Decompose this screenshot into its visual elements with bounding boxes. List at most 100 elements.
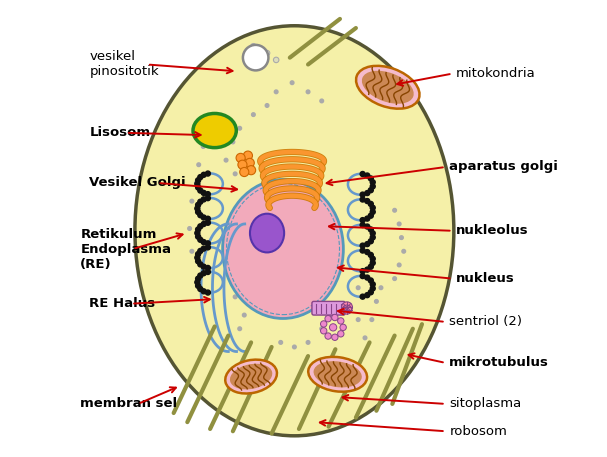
Text: sitoplasma: sitoplasma — [449, 398, 521, 410]
Circle shape — [370, 231, 375, 236]
Circle shape — [205, 290, 211, 295]
Text: nukleus: nukleus — [456, 272, 515, 285]
Circle shape — [245, 158, 254, 167]
Circle shape — [365, 198, 370, 203]
Text: Lisosom: Lisosom — [89, 126, 151, 139]
Circle shape — [370, 318, 374, 321]
Circle shape — [198, 287, 203, 292]
Circle shape — [233, 236, 237, 239]
Circle shape — [365, 250, 370, 255]
Circle shape — [360, 294, 365, 299]
Circle shape — [325, 315, 331, 322]
Circle shape — [265, 104, 269, 107]
Circle shape — [198, 224, 203, 229]
Circle shape — [201, 215, 206, 220]
Circle shape — [195, 185, 201, 190]
Circle shape — [370, 180, 375, 185]
Text: mitokondria: mitokondria — [456, 67, 536, 80]
Circle shape — [320, 99, 324, 103]
Ellipse shape — [135, 26, 454, 436]
Circle shape — [195, 181, 200, 186]
Circle shape — [307, 340, 310, 344]
Circle shape — [201, 239, 206, 244]
Circle shape — [365, 191, 370, 196]
Text: Vesikel Golgi: Vesikel Golgi — [89, 176, 186, 190]
Circle shape — [325, 333, 331, 339]
Circle shape — [190, 199, 194, 203]
Circle shape — [251, 113, 255, 117]
Ellipse shape — [356, 66, 419, 109]
Circle shape — [195, 227, 201, 232]
Circle shape — [368, 213, 373, 218]
Ellipse shape — [314, 361, 362, 388]
Text: vesikel
pinositotik: vesikel pinositotik — [89, 50, 159, 79]
Circle shape — [375, 300, 378, 303]
Circle shape — [365, 173, 370, 178]
Circle shape — [334, 336, 337, 340]
Circle shape — [201, 222, 206, 227]
Circle shape — [188, 227, 191, 230]
Ellipse shape — [193, 113, 236, 148]
Circle shape — [201, 172, 206, 177]
Circle shape — [198, 273, 203, 278]
Circle shape — [205, 266, 211, 271]
Circle shape — [195, 178, 201, 183]
Circle shape — [365, 224, 370, 229]
Circle shape — [246, 165, 256, 175]
Circle shape — [198, 262, 203, 267]
Circle shape — [195, 276, 201, 281]
Circle shape — [242, 313, 246, 317]
Circle shape — [205, 270, 211, 275]
Circle shape — [368, 264, 373, 269]
Circle shape — [274, 90, 278, 94]
Circle shape — [201, 289, 206, 294]
Circle shape — [205, 196, 211, 201]
Circle shape — [265, 208, 269, 212]
Circle shape — [370, 282, 375, 287]
Circle shape — [224, 158, 228, 162]
Circle shape — [251, 43, 256, 49]
Circle shape — [393, 208, 396, 212]
Circle shape — [279, 340, 282, 344]
Circle shape — [360, 192, 365, 197]
Circle shape — [198, 249, 203, 254]
Circle shape — [247, 199, 251, 203]
Circle shape — [340, 324, 347, 330]
Ellipse shape — [362, 71, 414, 104]
Circle shape — [195, 209, 201, 214]
Circle shape — [198, 199, 203, 204]
Circle shape — [293, 345, 296, 349]
Text: mikrotubulus: mikrotubulus — [449, 356, 549, 369]
Circle shape — [370, 235, 375, 240]
Circle shape — [290, 81, 294, 85]
Text: sentriol (2): sentriol (2) — [449, 315, 522, 329]
Circle shape — [195, 206, 200, 211]
Circle shape — [201, 191, 206, 196]
Circle shape — [330, 324, 337, 331]
Circle shape — [205, 171, 211, 176]
Circle shape — [195, 230, 200, 235]
Circle shape — [238, 127, 242, 130]
Circle shape — [402, 250, 405, 253]
Circle shape — [293, 183, 296, 187]
Circle shape — [360, 269, 365, 274]
Circle shape — [360, 218, 365, 223]
Circle shape — [360, 171, 365, 176]
Circle shape — [195, 251, 201, 256]
Circle shape — [368, 227, 373, 232]
Circle shape — [368, 252, 373, 257]
Circle shape — [370, 256, 375, 261]
Circle shape — [368, 278, 373, 283]
Ellipse shape — [308, 357, 367, 392]
Circle shape — [205, 220, 211, 225]
Circle shape — [331, 314, 338, 321]
Circle shape — [238, 160, 247, 169]
Circle shape — [190, 250, 194, 253]
Ellipse shape — [230, 364, 273, 389]
Circle shape — [370, 205, 375, 210]
Circle shape — [195, 202, 201, 207]
Circle shape — [233, 295, 237, 299]
Circle shape — [302, 199, 305, 203]
Circle shape — [360, 197, 365, 202]
Circle shape — [198, 213, 203, 218]
